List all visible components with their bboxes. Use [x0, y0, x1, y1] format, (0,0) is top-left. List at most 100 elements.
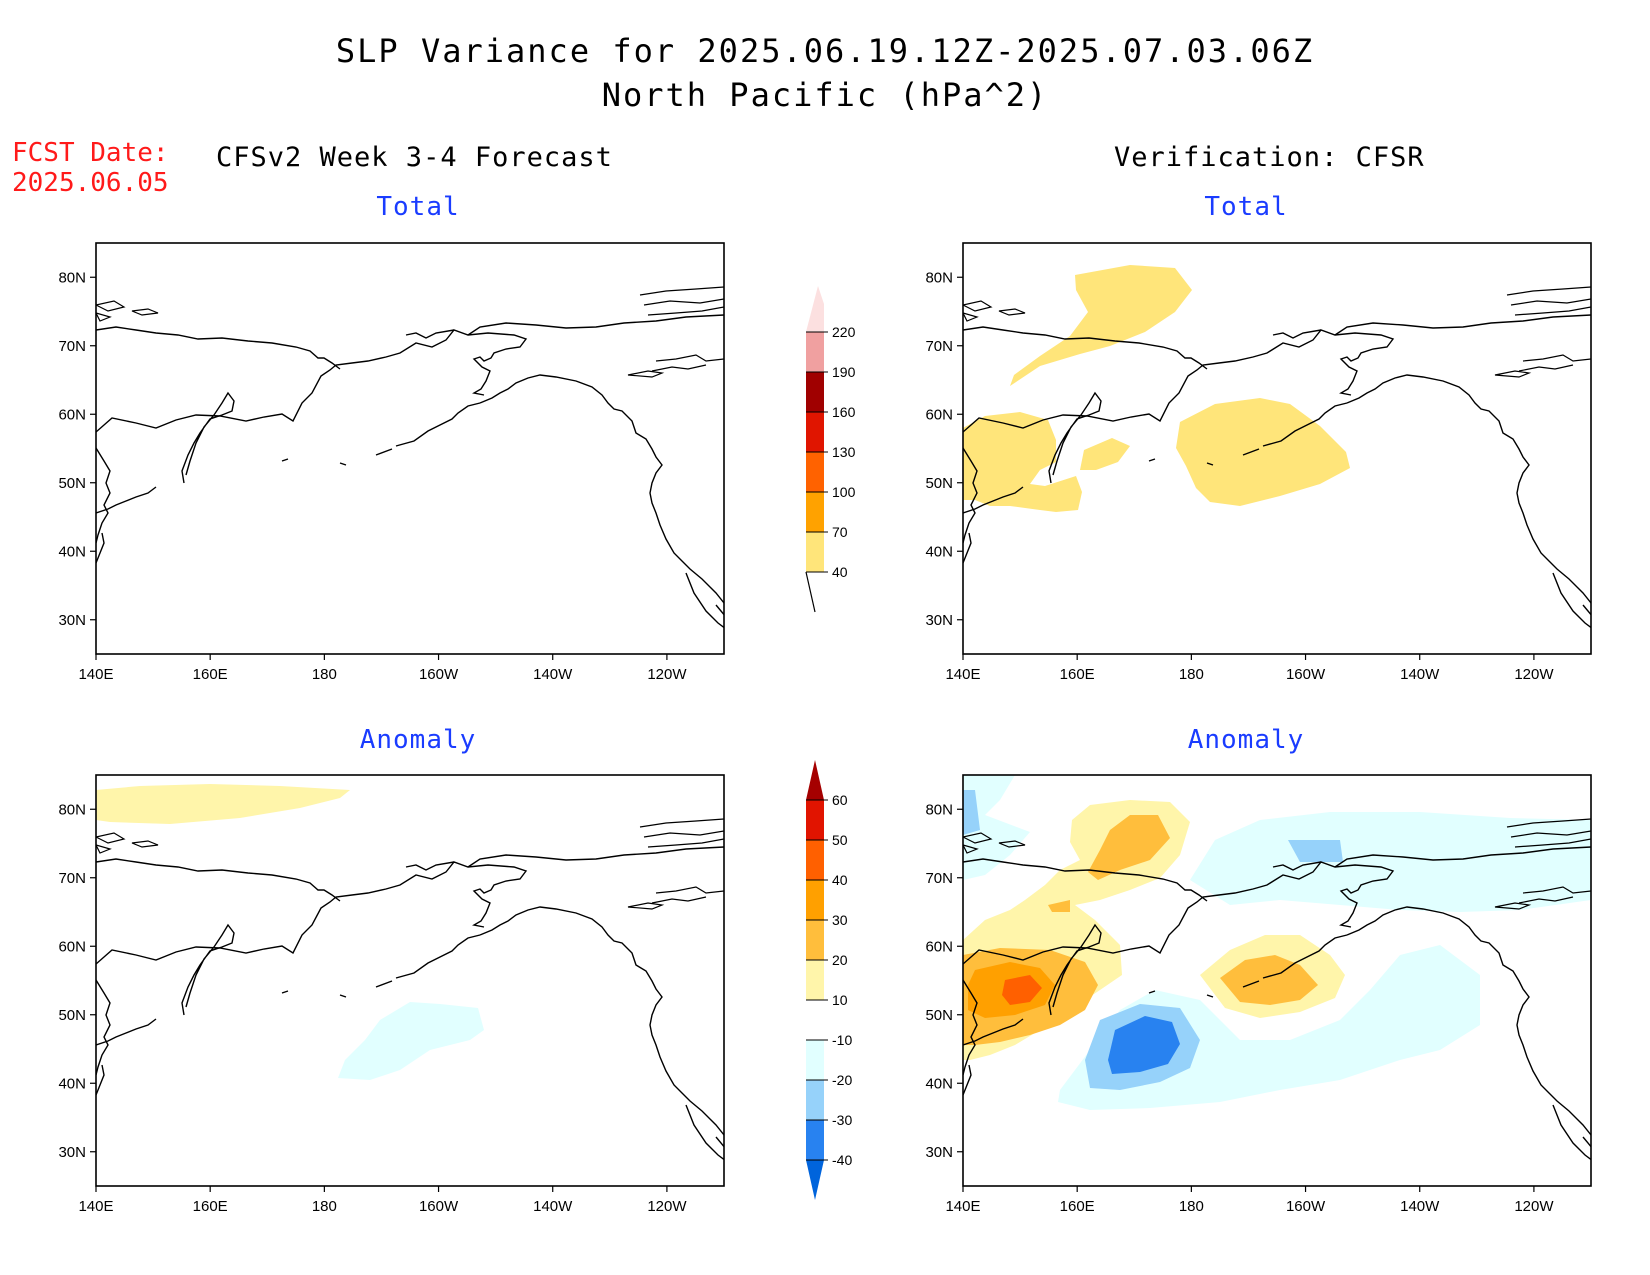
x-tick-label: 160W [1286, 1198, 1326, 1215]
left-column-header: CFSv2 Week 3-4 Forecast [216, 142, 613, 173]
top-left-panel-title: Total [376, 192, 460, 222]
colorbar-label: 60 [832, 792, 848, 808]
x-tick-label: 160E [193, 1198, 228, 1215]
y-tick-label: 70N [58, 338, 86, 355]
fcst-date: FCST Date: 2025.06.05 [12, 138, 169, 198]
colorbar-segment [806, 372, 824, 412]
x-tick-label: 180 [312, 666, 337, 683]
colorbar-label: 190 [832, 364, 856, 380]
bottom-left-panel-title: Anomaly [359, 725, 477, 755]
colorbar-segment [806, 920, 824, 960]
colorbar-segment [806, 286, 824, 332]
colorbar-label: -10 [832, 1032, 852, 1048]
figure-title: SLP Variance for 2025.06.19.12Z-2025.07.… [335, 32, 1315, 70]
top-right-panel-title: Total [1204, 192, 1288, 222]
colorbar-label: 130 [832, 444, 856, 460]
x-tick-label: 120W [647, 666, 687, 683]
colorbar-label: 50 [832, 832, 848, 848]
bottom-right-panel-title: Anomaly [1187, 725, 1305, 755]
fcst-date-label: FCST Date: [12, 138, 169, 168]
x-tick-label: 120W [1514, 1198, 1554, 1215]
colorbar-label: 30 [832, 912, 848, 928]
colorbar-segment [806, 452, 824, 492]
x-tick-label: 140W [1400, 1198, 1440, 1215]
y-tick-label: 40N [925, 1075, 953, 1092]
x-tick-label: 160W [419, 666, 459, 683]
y-tick-label: 60N [58, 938, 86, 955]
y-tick-label: 40N [925, 543, 953, 560]
colorbar-segment [806, 1000, 824, 1040]
y-tick-label: 80N [58, 269, 86, 286]
y-tick-label: 40N [58, 543, 86, 560]
colorbar-segment [806, 1120, 824, 1160]
colorbar-label: 10 [832, 992, 848, 1008]
x-tick-label: 160E [193, 666, 228, 683]
anomaly-contours [96, 784, 484, 1080]
y-tick-label: 50N [58, 475, 86, 492]
colorbar-segment [806, 960, 824, 1000]
colorbar-segment [806, 840, 824, 880]
y-tick-label: 70N [925, 338, 953, 355]
colorbar-label: 160 [832, 404, 856, 420]
colorbar-label: 40 [832, 564, 848, 580]
map-verification-anomaly [962, 774, 1592, 1187]
colorbar-label: -20 [832, 1072, 852, 1088]
y-tick-label: 50N [925, 1007, 953, 1024]
colorbar-segment [806, 532, 824, 572]
y-tick-label: 30N [925, 612, 953, 629]
colorbar-upper-arrow [806, 760, 824, 800]
y-tick-label: 70N [925, 870, 953, 887]
x-tick-label: 140E [78, 666, 113, 683]
x-tick-label: 160W [419, 1198, 459, 1215]
colorbar-segment [806, 1040, 824, 1080]
x-tick-label: 180 [1179, 666, 1204, 683]
right-column-header: Verification: CFSR [1114, 142, 1425, 173]
colorbar-label: 100 [832, 484, 856, 500]
colorbar-segment [806, 332, 824, 372]
colorbar-segment [806, 800, 824, 840]
y-tick-label: 80N [58, 801, 86, 818]
colorbar-bottom-tail [805, 571, 816, 613]
y-tick-label: 70N [58, 870, 86, 887]
y-tick-label: 60N [58, 406, 86, 423]
colorbar-segment [806, 880, 824, 920]
x-tick-label: 120W [647, 1198, 687, 1215]
x-tick-label: 140E [78, 1198, 113, 1215]
fcst-date-value: 2025.06.05 [12, 168, 169, 198]
y-tick-label: 60N [925, 406, 953, 423]
x-tick-label: 160E [1060, 1198, 1095, 1215]
colorbar-segment [806, 412, 824, 452]
y-tick-label: 30N [925, 1144, 953, 1161]
x-tick-label: 160W [1286, 666, 1326, 683]
x-tick-label: 160E [1060, 666, 1095, 683]
x-tick-label: 140W [533, 666, 573, 683]
colorbar-label: 70 [832, 524, 848, 540]
colorbar-segment [806, 1080, 824, 1120]
y-tick-label: 40N [58, 1075, 86, 1092]
anomaly-contours [963, 775, 1591, 1110]
colorbar-label: -40 [832, 1152, 852, 1168]
map-verification-total [962, 242, 1592, 655]
y-tick-label: 80N [925, 269, 953, 286]
y-tick-label: 60N [925, 938, 953, 955]
y-tick-label: 30N [58, 612, 86, 629]
map-axes: 140E 160E 180 160W 140W 120W 80N 70N 60N 50N 40N 30… [58, 269, 1554, 1215]
y-tick-label: 80N [925, 801, 953, 818]
x-tick-label: 180 [1179, 1198, 1204, 1215]
colorbar-label: -30 [832, 1112, 852, 1128]
colorbar-label: 40 [832, 872, 848, 888]
x-tick-label: 120W [1514, 666, 1554, 683]
x-tick-label: 140W [1400, 666, 1440, 683]
colorbar-label: 20 [832, 952, 848, 968]
x-tick-label: 140W [533, 1198, 573, 1215]
x-tick-label: 140E [945, 666, 980, 683]
colorbar-label: 220 [832, 324, 856, 340]
colorbar-total: 40 70 100 130 160 190 220 [805, 286, 856, 613]
figure-subtitle: North Pacific (hPa^2) [601, 76, 1049, 114]
x-tick-label: 180 [312, 1198, 337, 1215]
map-forecast-anomaly [95, 774, 725, 1187]
y-tick-label: 30N [58, 1144, 86, 1161]
colorbar-anomaly: -40 -30 -20 -10 10 20 30 40 50 60 [806, 760, 852, 1200]
y-tick-label: 50N [925, 475, 953, 492]
